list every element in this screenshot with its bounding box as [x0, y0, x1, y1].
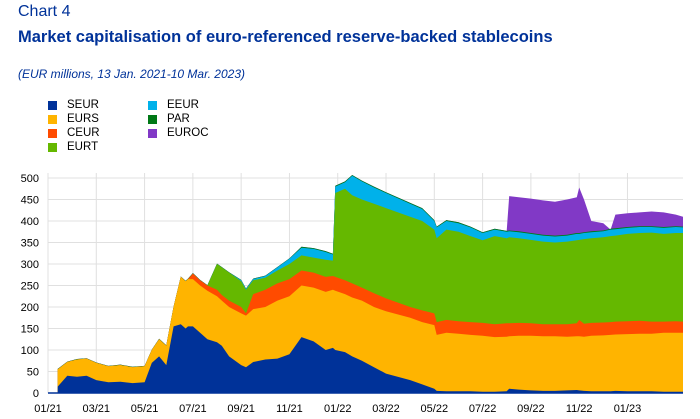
legend-label: CEUR: [67, 127, 100, 139]
y-tick-label: 50: [27, 367, 39, 379]
legend-item-eurt: EURT: [48, 141, 98, 153]
y-tick-label: 100: [21, 345, 39, 357]
area-seur: [57, 324, 683, 393]
x-tick-label: 07/21: [179, 403, 207, 415]
legend-label: PAR: [167, 113, 190, 125]
y-tick-label: 0: [33, 388, 39, 400]
x-tick-label: 07/22: [469, 403, 497, 415]
legend-item-par: PAR: [148, 113, 190, 125]
legend-swatch: [48, 100, 57, 110]
y-tick-label: 300: [21, 259, 39, 271]
x-tick-label: 05/22: [421, 403, 449, 415]
chart-label: Chart 4: [18, 3, 71, 20]
x-tick-label: 11/21: [276, 403, 303, 415]
legend-swatch: [48, 114, 57, 124]
x-tick-label: 01/23: [614, 403, 642, 415]
legend-swatch: [48, 128, 57, 138]
legend-swatch: [48, 142, 57, 152]
x-tick-label: 03/22: [372, 403, 400, 415]
chart-subtitle: (EUR millions, 13 Jan. 2021-10 Mar. 2023…: [18, 67, 245, 81]
legend-item-eeur: EEUR: [148, 99, 199, 111]
legend-label: EEUR: [167, 99, 199, 111]
y-tick-label: 250: [21, 281, 39, 293]
x-tick-label: 09/21: [227, 403, 255, 415]
y-tick-label: 150: [21, 324, 39, 336]
legend-swatch: [148, 114, 157, 124]
legend-label: EURS: [67, 113, 99, 125]
axes: 0 50 100 150 200 250 300 350 400 450 500 01/21 03/21…: [21, 173, 683, 415]
legend-item-eurs: EURS: [48, 113, 99, 125]
legend-item-ceur: CEUR: [48, 127, 100, 139]
legend-item-seur: SEUR: [48, 99, 99, 111]
legend-label: EUROC: [167, 127, 209, 139]
x-tick-label: 11/22: [566, 403, 593, 415]
x-tick-label: 01/22: [324, 403, 352, 415]
x-tick-label: 09/22: [517, 403, 545, 415]
legend-label: EURT: [67, 141, 99, 153]
legend-swatch: [148, 100, 157, 110]
x-tick-label: 01/21: [34, 403, 62, 415]
y-tick-label: 200: [21, 302, 39, 314]
x-tick-label: 05/21: [131, 403, 159, 415]
y-tick-label: 400: [21, 216, 39, 228]
y-tick-label: 500: [21, 173, 39, 185]
legend-swatch: [148, 128, 157, 138]
legend-item-euroc: EUROC: [148, 127, 209, 139]
x-tick-label: 03/21: [83, 403, 111, 415]
area-layers: [57, 175, 683, 393]
legend-label: SEUR: [67, 99, 99, 111]
y-tick-label: 450: [21, 195, 39, 207]
chart-title: Market capitalisation of euro-referenced…: [18, 28, 553, 46]
y-tick-label: 350: [21, 238, 39, 250]
